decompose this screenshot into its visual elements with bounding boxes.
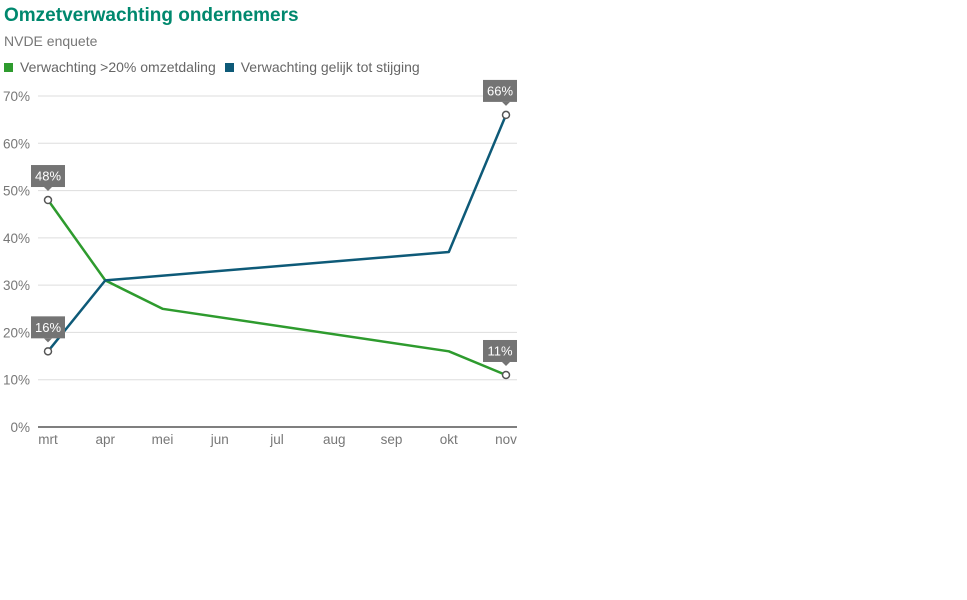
x-tick-label: mrt bbox=[38, 432, 58, 447]
y-tick-label: 30% bbox=[3, 278, 30, 293]
y-tick-label: 50% bbox=[3, 184, 30, 199]
data-label-text: 66% bbox=[487, 83, 513, 98]
data-point-marker[interactable] bbox=[43, 195, 53, 205]
legend-label-stijging: Verwachting gelijk tot stijging bbox=[240, 59, 420, 75]
x-tick-label: okt bbox=[440, 432, 458, 447]
x-tick-label: nov bbox=[495, 432, 517, 447]
data-label-text: 11% bbox=[487, 343, 512, 358]
x-tick-label: sep bbox=[381, 432, 403, 447]
y-tick-label: 0% bbox=[10, 420, 30, 435]
data-point-marker[interactable] bbox=[501, 370, 511, 380]
data-label-box bbox=[31, 316, 65, 339]
data-label: 66% bbox=[483, 79, 517, 106]
grid-lines bbox=[38, 95, 517, 381]
y-tick-label: 10% bbox=[3, 373, 30, 388]
data-label-box bbox=[483, 79, 517, 102]
x-tick-label: aug bbox=[323, 432, 346, 447]
legend-label-omzetdaling: Verwachting >20% omzetdaling bbox=[20, 59, 216, 75]
chart-legend: Verwachting >20% omzetdaling Verwachting… bbox=[4, 59, 429, 75]
data-label-box bbox=[31, 165, 65, 188]
data-label-text: 48% bbox=[35, 169, 61, 184]
x-tick-label: apr bbox=[95, 432, 115, 447]
chart-subtitle: NVDE enquete bbox=[4, 33, 98, 49]
data-labels: 48% 11% 16% 66% bbox=[31, 79, 517, 380]
x-tick-label: jul bbox=[269, 432, 284, 447]
data-label-pointer bbox=[502, 361, 510, 366]
chart-title: Omzetverwachting ondernemers bbox=[4, 5, 299, 26]
legend-item-stijging[interactable]: Verwachting gelijk tot stijging bbox=[224, 59, 420, 75]
legend-item-omzetdaling[interactable]: Verwachting >20% omzetdaling bbox=[4, 59, 216, 75]
y-tick-label: 60% bbox=[3, 136, 30, 151]
data-label: 16% bbox=[31, 316, 65, 343]
y-tick-label: 40% bbox=[3, 231, 30, 246]
legend-swatch-omzetdaling bbox=[4, 62, 13, 72]
data-label-pointer bbox=[44, 187, 52, 192]
series-line-1[interactable] bbox=[46, 113, 508, 353]
data-label: 48% bbox=[31, 165, 65, 192]
legend-swatch-stijging bbox=[224, 62, 234, 72]
data-label-pointer bbox=[502, 101, 510, 106]
y-tick-label: 20% bbox=[3, 325, 30, 340]
data-label: 11% bbox=[483, 339, 517, 366]
axes: 0% 10% 20% 30% 40% 50% 60% 70% mrt apr mei jun jul au… bbox=[3, 89, 517, 447]
series-lines bbox=[46, 113, 508, 377]
data-point-marker[interactable] bbox=[43, 347, 53, 356]
series-line-0[interactable] bbox=[46, 198, 508, 377]
data-label-pointer bbox=[44, 338, 52, 343]
data-point-marker[interactable] bbox=[501, 110, 511, 120]
x-tick-label: mei bbox=[152, 432, 174, 447]
data-label-text: 16% bbox=[35, 320, 61, 335]
data-label-box bbox=[483, 339, 517, 362]
x-tick-label: jun bbox=[210, 432, 229, 447]
y-tick-label: 70% bbox=[3, 89, 30, 104]
